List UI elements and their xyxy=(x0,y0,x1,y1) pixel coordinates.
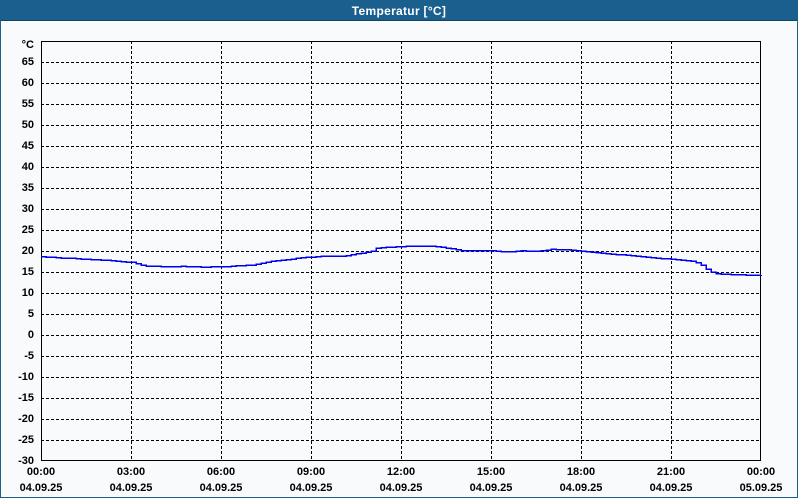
svg-text:50: 50 xyxy=(22,119,34,131)
svg-text:0: 0 xyxy=(28,329,34,341)
svg-text:5: 5 xyxy=(28,308,34,320)
svg-text:°C: °C xyxy=(22,39,34,51)
svg-text:04.09.25: 04.09.25 xyxy=(200,482,243,494)
svg-text:09:00: 09:00 xyxy=(297,466,325,478)
svg-text:04.09.25: 04.09.25 xyxy=(380,482,423,494)
svg-text:04.09.25: 04.09.25 xyxy=(650,482,693,494)
svg-text:35: 35 xyxy=(22,182,34,194)
svg-text:-10: -10 xyxy=(18,371,34,383)
svg-text:04.09.25: 04.09.25 xyxy=(470,482,513,494)
svg-text:04.09.25: 04.09.25 xyxy=(290,482,333,494)
svg-text:65: 65 xyxy=(22,56,34,68)
svg-text:55: 55 xyxy=(22,98,34,110)
svg-text:18:00: 18:00 xyxy=(567,466,595,478)
svg-text:00:00: 00:00 xyxy=(747,466,775,478)
svg-text:03:00: 03:00 xyxy=(117,466,145,478)
svg-text:45: 45 xyxy=(22,140,34,152)
svg-text:21:00: 21:00 xyxy=(657,466,685,478)
svg-text:10: 10 xyxy=(22,287,34,299)
svg-text:04.09.25: 04.09.25 xyxy=(110,482,153,494)
svg-text:05.09.25: 05.09.25 xyxy=(740,482,783,494)
svg-text:04.09.25: 04.09.25 xyxy=(560,482,603,494)
svg-text:04.09.25: 04.09.25 xyxy=(20,482,63,494)
svg-text:-5: -5 xyxy=(24,350,34,362)
svg-text:00:00: 00:00 xyxy=(27,466,55,478)
svg-text:12:00: 12:00 xyxy=(387,466,415,478)
svg-text:60: 60 xyxy=(22,77,34,89)
svg-text:30: 30 xyxy=(22,203,34,215)
svg-text:06:00: 06:00 xyxy=(207,466,235,478)
svg-text:-20: -20 xyxy=(18,413,34,425)
svg-text:15: 15 xyxy=(22,266,34,278)
svg-text:20: 20 xyxy=(22,245,34,257)
svg-text:-15: -15 xyxy=(18,392,34,404)
svg-text:-25: -25 xyxy=(18,434,34,446)
svg-text:40: 40 xyxy=(22,161,34,173)
svg-text:15:00: 15:00 xyxy=(477,466,505,478)
svg-text:25: 25 xyxy=(22,224,34,236)
